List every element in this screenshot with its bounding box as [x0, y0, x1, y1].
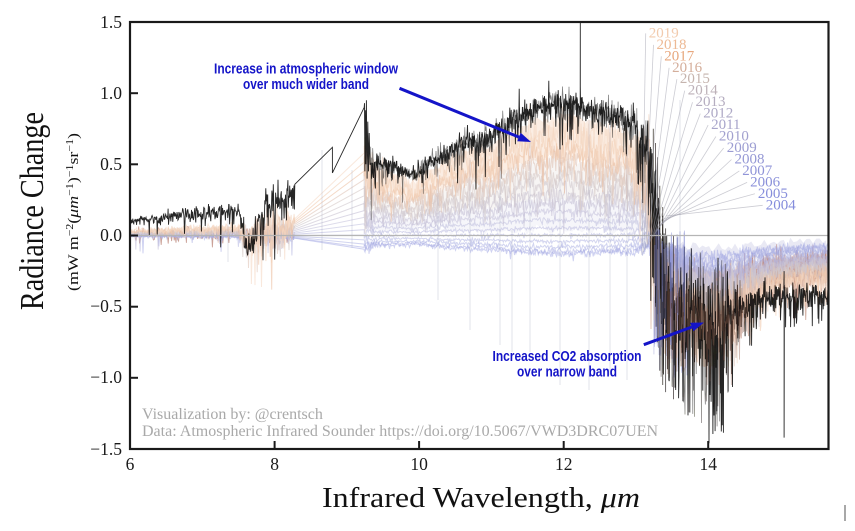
svg-text:Visualization by: @crentsch: Visualization by: @crentsch	[142, 406, 323, 423]
svg-text:over much wider band: over much wider band	[243, 77, 369, 93]
svg-text:(mW m−2(μm−1)−1sr−1): (mW m−2(μm−1)−1sr−1)	[65, 133, 83, 291]
svg-text:2007: 2007	[742, 163, 773, 179]
svg-text:Increase in atmospheric window: Increase in atmospheric window	[214, 62, 399, 78]
svg-text:2004: 2004	[766, 197, 797, 213]
svg-text:2017: 2017	[664, 48, 695, 64]
svg-text:2009: 2009	[727, 140, 757, 156]
svg-text:6: 6	[126, 454, 135, 474]
svg-text:2006: 2006	[750, 174, 781, 190]
svg-text:0.5: 0.5	[100, 154, 122, 174]
svg-text:2014: 2014	[688, 83, 719, 99]
svg-text:2005: 2005	[758, 186, 788, 202]
svg-text:Data: Atmospheric Infrared Sou: Data: Atmospheric Infrared Sounder https…	[142, 423, 659, 440]
svg-text:Infrared Wavelength, μm: Infrared Wavelength, μm	[322, 482, 640, 514]
svg-text:8: 8	[270, 454, 279, 474]
svg-text:2013: 2013	[696, 94, 726, 110]
svg-text:0.0: 0.0	[100, 225, 122, 245]
svg-text:Increased CO2 absorption: Increased CO2 absorption	[493, 349, 642, 365]
svg-text:2019: 2019	[649, 25, 679, 41]
svg-text:Radiance Change: Radiance Change	[14, 112, 51, 310]
svg-text:over narrow band: over narrow band	[517, 365, 617, 381]
svg-text:10: 10	[410, 454, 428, 474]
svg-text:−1.0: −1.0	[90, 367, 122, 387]
svg-text:1.0: 1.0	[100, 83, 122, 103]
svg-text:2018: 2018	[657, 37, 687, 53]
svg-text:2010: 2010	[719, 129, 749, 145]
svg-text:2016: 2016	[672, 60, 703, 76]
svg-text:2015: 2015	[680, 71, 710, 87]
svg-text:14: 14	[699, 454, 717, 474]
svg-text:2008: 2008	[735, 152, 765, 168]
svg-text:12: 12	[555, 454, 573, 474]
svg-text:−1.5: −1.5	[90, 439, 122, 459]
svg-text:2011: 2011	[711, 117, 740, 133]
svg-text:2012: 2012	[703, 106, 733, 122]
svg-text:1.5: 1.5	[100, 12, 122, 32]
svg-text:−0.5: −0.5	[90, 296, 122, 316]
